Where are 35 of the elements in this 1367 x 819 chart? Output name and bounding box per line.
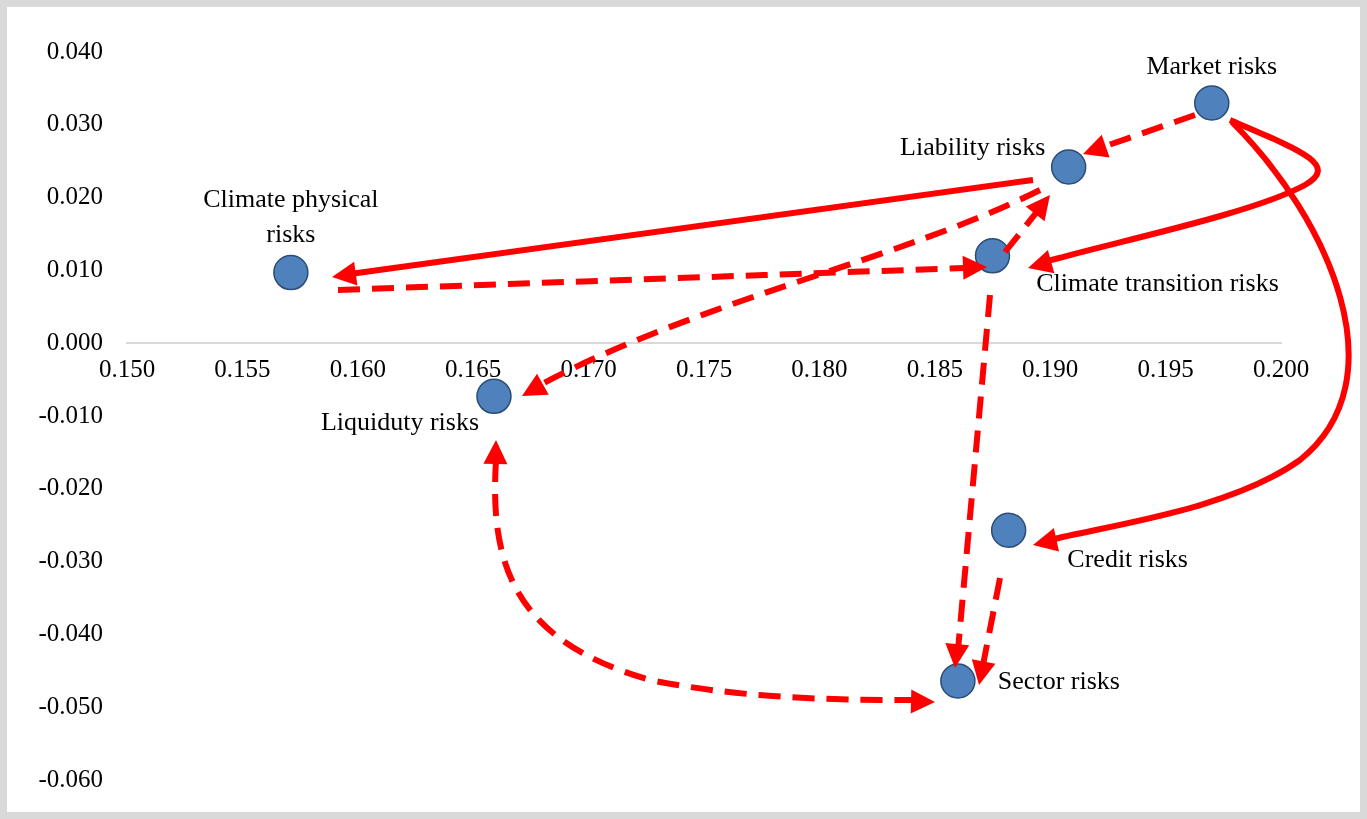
series-label: Liability risks xyxy=(900,131,1046,161)
point xyxy=(476,378,512,415)
series-label: Market risks xyxy=(1146,50,1278,80)
x-tick-label: 0.195 xyxy=(1137,354,1194,382)
series-label: Liquiduty risks xyxy=(320,407,480,437)
x-tick-label: 0.165 xyxy=(445,354,502,382)
y-tick-label: -0.060 xyxy=(38,764,103,792)
x-tick-label: 0.190 xyxy=(1022,354,1079,382)
point xyxy=(273,254,309,291)
y-tick-label: -0.020 xyxy=(38,473,103,501)
y-tick-label: 0.040 xyxy=(46,36,103,64)
series-label: Climate physical risks xyxy=(203,183,379,248)
point xyxy=(940,663,976,699)
x-tick-label: 0.185 xyxy=(906,354,963,382)
x-tick-label: 0.160 xyxy=(329,354,386,382)
y-tick-label: 0.030 xyxy=(46,109,103,137)
y-tick-label: -0.030 xyxy=(38,546,103,574)
y-tick-label: 0.020 xyxy=(46,182,103,210)
x-tick-label: 0.175 xyxy=(675,354,733,382)
series-label: Credit risks xyxy=(1067,544,1188,574)
x-tick-label: 0.150 xyxy=(98,354,156,382)
x-tick-label: 0.180 xyxy=(791,354,848,382)
y-tick-label: -0.010 xyxy=(38,400,103,428)
y-tick-label: -0.040 xyxy=(38,618,103,646)
series-label: Climate transition risks xyxy=(1036,267,1279,297)
point xyxy=(974,238,1011,274)
point xyxy=(1194,85,1230,121)
point xyxy=(990,512,1027,549)
x-tick-label: 0.155 xyxy=(214,354,271,382)
point xyxy=(1050,149,1087,185)
y-tick-label: 0.010 xyxy=(46,254,103,282)
y-tick-label: 0.000 xyxy=(46,327,103,355)
x-tick-label: 0.200 xyxy=(1252,354,1310,382)
series-label: Sector risks xyxy=(997,665,1120,695)
y-tick-label: -0.050 xyxy=(38,691,103,719)
